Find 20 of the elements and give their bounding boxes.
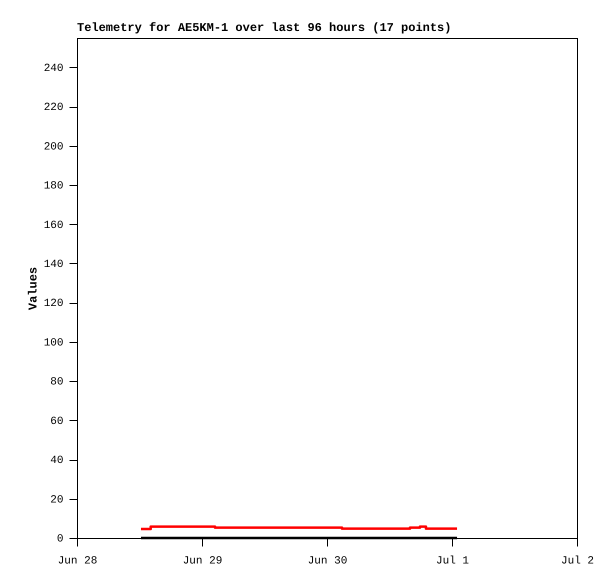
- y-tick-label: 220: [44, 102, 64, 114]
- chart-title: Telemetry for AE5KM-1 over last 96 hours (17 points): [77, 21, 452, 35]
- x-tick-label: Jun 29: [182, 556, 222, 568]
- y-tick-label: 0: [56, 534, 64, 546]
- y-tick-label: 40: [50, 455, 64, 468]
- y-tick-label: 200: [44, 141, 64, 154]
- y-tick-label: 100: [44, 337, 64, 350]
- y-tick-label: 140: [44, 258, 64, 271]
- y-tick-label: 180: [44, 180, 64, 193]
- y-tick-label: 160: [44, 220, 64, 232]
- y-tick-label: 20: [50, 494, 64, 506]
- x-tick-label: Jul 2: [560, 556, 594, 568]
- y-tick-label: 60: [50, 416, 64, 428]
- x-tick-label: Jun 28: [58, 556, 98, 568]
- y-tick-label: 120: [44, 298, 64, 310]
- y-tick-label: 240: [44, 62, 64, 75]
- y-axis-title: Values: [26, 266, 41, 310]
- x-tick-label: Jun 30: [308, 556, 348, 568]
- x-tick-label: Jul 1: [436, 556, 470, 568]
- y-tick-label: 80: [50, 376, 64, 389]
